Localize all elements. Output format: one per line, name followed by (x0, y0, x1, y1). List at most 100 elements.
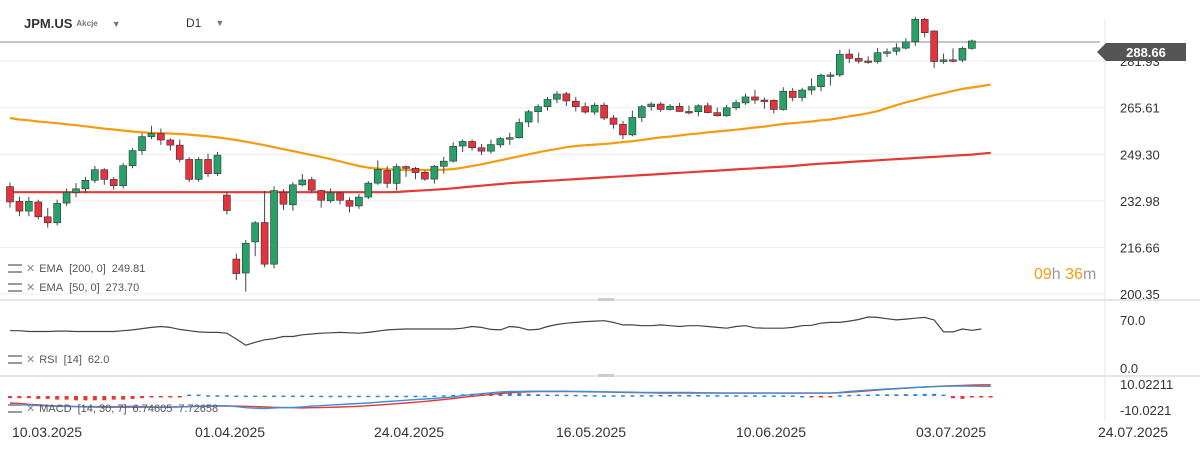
candle-body (53, 203, 61, 224)
settings-lines-icon[interactable] (8, 264, 22, 273)
timeframe-selector[interactable]: D1 ▼ (186, 16, 224, 30)
settings-lines-icon[interactable] (8, 283, 22, 292)
macd-histogram-bar (121, 396, 126, 400)
candle-body (958, 48, 967, 61)
candle (675, 102, 684, 112)
candle (515, 118, 524, 139)
candle (807, 78, 816, 95)
candle (722, 104, 731, 117)
candle-body (902, 41, 910, 49)
candle-body (581, 106, 590, 113)
candle (157, 128, 165, 145)
close-icon[interactable]: ✕ (26, 263, 36, 275)
candle-body (373, 169, 382, 184)
macd-histogram-bar (526, 393, 531, 396)
macd-histogram-bar (866, 394, 871, 397)
candle (128, 148, 137, 169)
countdown-minutes: 36 (1065, 266, 1083, 283)
macd-histogram-bar (441, 395, 446, 397)
macd-histogram-bar (385, 395, 390, 398)
macd-histogram-bar (828, 396, 833, 398)
candle-body (223, 194, 231, 211)
macd-histogram-bar (771, 395, 776, 397)
candle (534, 104, 542, 123)
settings-lines-icon[interactable] (8, 355, 22, 364)
macd-histogram-bar (517, 393, 522, 396)
macd-histogram-bar (743, 395, 748, 397)
close-icon[interactable]: ✕ (26, 354, 36, 366)
candle (289, 181, 297, 211)
candle (468, 139, 476, 151)
candle (920, 17, 929, 38)
macd-histogram-bar (724, 395, 729, 397)
settings-lines-icon[interactable] (8, 404, 22, 413)
candle (939, 53, 948, 64)
candle-body (968, 40, 976, 49)
candle (213, 152, 222, 176)
candle-body (817, 74, 825, 87)
candle-body (62, 191, 71, 204)
macd-legend[interactable]: ✕ MACD [14, 30, 7] 6.74605 7.72658 (8, 402, 224, 415)
candle (628, 110, 637, 137)
candle (279, 189, 288, 210)
candle (770, 99, 778, 114)
candle (751, 89, 759, 104)
candle-body (468, 141, 476, 149)
price-tick-label: 232.98 (1120, 194, 1160, 209)
candle-body (270, 190, 278, 265)
macd-histogram-bar (809, 396, 814, 398)
candle (175, 139, 184, 163)
candle (854, 52, 863, 64)
close-icon[interactable]: ✕ (26, 403, 36, 415)
macd-histogram-bar (951, 396, 955, 399)
candle (883, 48, 891, 57)
candle (930, 30, 938, 69)
macd-histogram-bar (92, 396, 97, 401)
candle-body (279, 191, 288, 205)
candle-body (204, 159, 212, 174)
pane-resize-handle-macd (598, 374, 614, 377)
candle-body (656, 103, 665, 110)
macd-histogram-bar (800, 396, 805, 398)
candle (138, 133, 146, 155)
ema200-legend[interactable]: ✕ EMA [200, 0] 249.81 (8, 262, 151, 275)
candle-body (713, 112, 722, 117)
macd-histogram-bar (158, 396, 163, 398)
rsi-line (10, 316, 982, 346)
candle (694, 104, 703, 117)
candle-body (25, 201, 33, 212)
candle-body (930, 30, 938, 62)
candle-body (571, 100, 580, 107)
candle-body (194, 159, 203, 180)
candle (524, 109, 533, 128)
macd-histogram-bar (177, 396, 182, 398)
date-tick-label: 16.05.2025 (556, 424, 626, 440)
rsi-legend[interactable]: ✕ RSI [14] 62.0 (8, 353, 115, 366)
candle-body (138, 136, 146, 151)
candle (487, 139, 495, 154)
date-axis: 10.03.2025 01.04.2025 24.04.2025 16.05.2025… (12, 424, 1168, 440)
macd-histogram-bar (140, 396, 145, 399)
rsi-pane: 70.0 0.0 (10, 313, 1145, 376)
candle (317, 189, 325, 208)
candle-body (458, 141, 467, 147)
candle (713, 107, 722, 117)
macd-histogram-bar (102, 396, 107, 401)
candle (72, 183, 80, 198)
candle (119, 163, 127, 189)
close-icon[interactable]: ✕ (26, 282, 36, 294)
macd-histogram-bar (149, 396, 154, 398)
candle-body (289, 184, 297, 206)
macd-histogram-bar (55, 396, 60, 400)
current-price-value: 288.66 (1126, 44, 1166, 60)
candle-body (873, 52, 882, 62)
ema50-legend[interactable]: ✕ EMA [50, 0] 273.70 (8, 281, 145, 294)
macd-histogram-bar (347, 395, 352, 398)
candle (260, 191, 269, 268)
countdown-h-unit: h (1051, 266, 1061, 283)
macd-histogram-bar (26, 396, 31, 399)
symbol-selector[interactable]: JPM.US Akcje ▼ (24, 16, 121, 31)
macd-histogram-bar (545, 394, 550, 397)
candle-body (421, 171, 429, 180)
candle (798, 87, 806, 102)
